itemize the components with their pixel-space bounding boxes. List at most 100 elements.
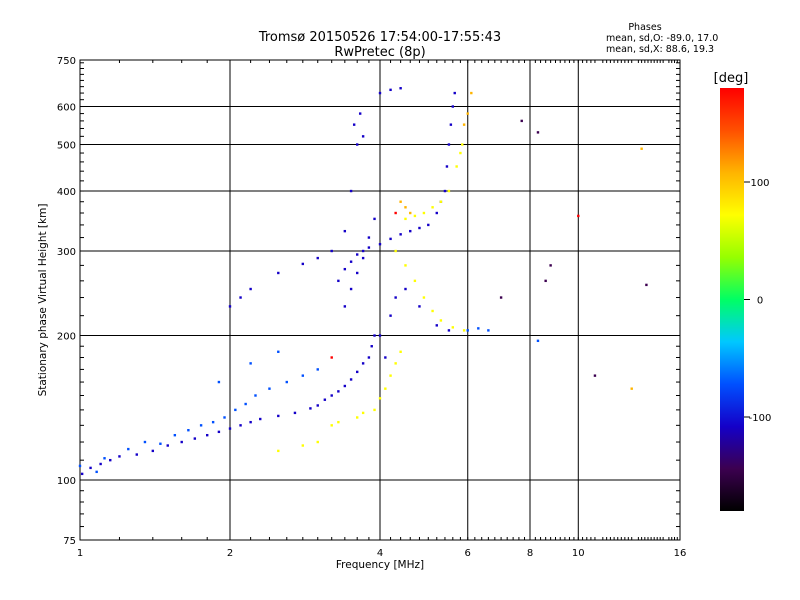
y-tick-label: 75: [63, 536, 76, 547]
y-tick-label: 300: [57, 247, 76, 258]
data-point: [193, 437, 197, 440]
data-point: [404, 217, 407, 221]
phase-info-title: Phases: [628, 22, 661, 33]
plot-frame: [79, 59, 681, 541]
data-point: [277, 449, 280, 453]
data-point: [499, 296, 503, 299]
data-point: [355, 416, 359, 419]
data-point: [389, 374, 392, 377]
data-point: [404, 206, 407, 209]
data-point: [355, 370, 359, 374]
data-point: [78, 464, 82, 468]
colorbar-tick-label: 100: [750, 178, 769, 189]
data-point: [427, 223, 430, 227]
data-point: [180, 440, 183, 444]
data-point: [301, 444, 305, 447]
data-point: [316, 256, 319, 260]
data-point: [645, 283, 648, 287]
data-point: [394, 249, 397, 253]
data-point: [277, 271, 280, 275]
data-point: [466, 329, 469, 332]
colorbar-tick-label: -100: [749, 413, 772, 424]
data-point: [223, 416, 226, 419]
data-point: [103, 457, 106, 460]
data-point: [378, 397, 382, 400]
y-tick-label: 750: [57, 56, 76, 67]
data-point: [461, 143, 464, 146]
data-point: [451, 105, 455, 108]
data-point: [445, 165, 449, 168]
data-point: [439, 319, 443, 322]
data-point: [378, 334, 382, 337]
data-point: [217, 430, 221, 434]
y-tick-label: 400: [57, 187, 76, 198]
data-point: [239, 424, 242, 427]
data-point: [95, 470, 98, 474]
data-point: [549, 264, 552, 267]
data-point: [285, 380, 288, 384]
data-point: [337, 420, 340, 424]
data-point: [361, 249, 365, 253]
data-point: [228, 427, 232, 430]
y-axis-label: Stationary phase Virtual Height [km]: [37, 204, 49, 397]
data-point: [389, 88, 392, 92]
data-point: [477, 327, 480, 330]
x-tick-label: 4: [377, 548, 383, 559]
data-point: [228, 305, 232, 308]
data-point: [455, 165, 458, 168]
data-point: [349, 260, 353, 263]
data-point: [418, 305, 421, 308]
data-point: [355, 143, 359, 146]
data-point: [80, 472, 84, 476]
data-point: [301, 262, 305, 266]
data-point: [109, 458, 112, 462]
data-point: [211, 420, 215, 424]
data-point: [127, 447, 130, 451]
data-point: [361, 411, 365, 415]
data-point: [143, 440, 147, 444]
data-point: [536, 131, 540, 134]
data-point: [343, 384, 347, 388]
data-point: [166, 444, 169, 447]
data-point: [431, 206, 434, 209]
x-tick-label: 8: [527, 548, 533, 559]
data-point: [343, 305, 347, 308]
data-point: [443, 189, 447, 193]
data-point: [462, 123, 466, 126]
data-point: [536, 339, 540, 343]
data-point: [173, 433, 177, 437]
data-point: [358, 112, 362, 115]
data-point: [373, 408, 376, 412]
data-point: [349, 189, 353, 193]
data-point: [249, 362, 252, 365]
data-point: [268, 387, 271, 390]
data-point: [378, 242, 382, 246]
data-point: [89, 466, 92, 470]
phase-info-o: mean, sd,O: -89.0, 17.0: [606, 33, 718, 44]
data-point: [367, 236, 371, 239]
data-point: [394, 296, 397, 299]
colorbar-label: [deg]: [714, 71, 749, 86]
x-axis-label: Frequency [MHz]: [336, 559, 424, 571]
data-point: [316, 368, 319, 371]
plot-area: 1 2 4 6 8 10 16 75 100 200 300 400 500 600 750: [57, 56, 686, 559]
data-point: [466, 112, 469, 115]
colorbar: [720, 88, 744, 511]
colorbar-ticks: 100 0 -100: [744, 178, 771, 424]
data-point: [404, 264, 407, 267]
data-point: [361, 135, 365, 138]
data-point: [277, 350, 280, 353]
data-point: [630, 387, 633, 390]
data-point: [343, 229, 347, 233]
y-tick-label: 500: [57, 141, 76, 152]
x-tick-label: 2: [227, 548, 233, 559]
data-point: [249, 420, 252, 424]
data-point: [449, 123, 453, 126]
data-point: [330, 394, 333, 397]
data-point: [378, 91, 382, 95]
data-point: [459, 151, 462, 155]
data-point: [301, 374, 305, 377]
data-point: [431, 309, 434, 313]
data-point: [199, 424, 203, 427]
